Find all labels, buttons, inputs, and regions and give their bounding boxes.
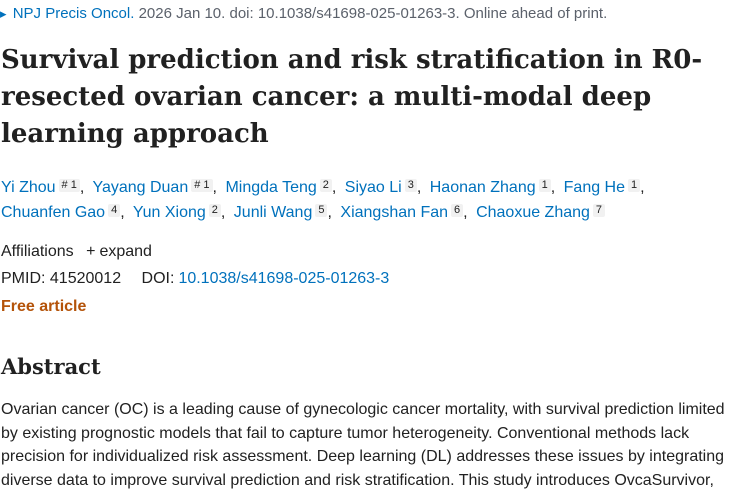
affiliation-ref[interactable]: 5 [315, 204, 328, 217]
author-link[interactable]: Chaoxue Zhang [476, 204, 590, 221]
affiliation-ref[interactable]: 2 [319, 179, 332, 192]
doi-label: DOI: [141, 270, 175, 287]
affiliation-ref[interactable]: 2 [208, 204, 221, 217]
abstract-heading: Abstract [1, 354, 101, 379]
affiliation-ref[interactable]: 1 [628, 179, 641, 192]
author-link[interactable]: Siyao Li [344, 179, 402, 196]
author-link[interactable]: Yun Xiong [132, 204, 206, 221]
affiliation-ref[interactable]: # 1 [58, 179, 80, 192]
abstract-line: by existing prognostic models that fail … [1, 424, 690, 442]
abstract-line: precision for individualized risk assess… [1, 448, 725, 465]
plus-icon: + [86, 243, 96, 260]
citation-line: ▸ NPJ Precis Oncol. 2026 Jan 10. doi: 10… [0, 4, 607, 24]
affiliation-ref[interactable]: 3 [404, 179, 417, 192]
affiliation-ref[interactable]: # 1 [191, 179, 213, 192]
author-line-1: Yi Zhou # 1, Yayang Duan # 1, Mingda Teng 2… [1, 179, 645, 196]
abstract-body: Ovarian cancer (OC) is a leading cause o… [1, 398, 750, 492]
affiliation-ref[interactable]: 6 [451, 204, 464, 217]
title-line-2: resected ovarian cancer: a multi-modal d… [1, 82, 652, 112]
author-line-2: Chuanfen Gao 4, Yun Xiong 2, Junli Wang 5, … [1, 200, 746, 225]
journal-link[interactable]: NPJ Precis Oncol. [12, 5, 135, 22]
author-list: Yi Zhou # 1, Yayang Duan # 1, Mingda Teng 2… [1, 175, 746, 225]
author-link[interactable]: Haonan Zhang [429, 179, 536, 196]
expand-label: expand [99, 243, 152, 260]
title-line-3: learning approach [1, 119, 269, 149]
author-link[interactable]: Mingda Teng [225, 179, 317, 196]
abstract-line: diverse data to improve survival predict… [1, 471, 714, 489]
author-link[interactable]: Xiangshan Fan [340, 204, 449, 221]
author-link[interactable]: Junli Wang [233, 204, 313, 221]
citation-details: 2026 Jan 10. doi: 10.1038/s41698-025-012… [138, 5, 608, 22]
caret-right-icon: ▸ [0, 6, 7, 21]
pmid-label: PMID: [1, 270, 46, 287]
doi-link[interactable]: 10.1038/s41698-025-01263-3 [178, 270, 390, 287]
author-link[interactable]: Fang He [563, 179, 626, 196]
affiliations-row: Affiliations + expand [1, 241, 152, 263]
affiliation-ref[interactable]: 1 [538, 179, 551, 192]
identifiers-row: PMID: 41520012 DOI: 10.1038/s41698-025-01… [1, 268, 389, 290]
author-link[interactable]: Yi Zhou [1, 179, 56, 196]
title-line-1: Survival prediction and risk stratificat… [1, 45, 703, 75]
author-link[interactable]: Chuanfen Gao [1, 204, 106, 221]
article-title: Survival prediction and risk stratificat… [1, 42, 721, 153]
affiliation-ref[interactable]: 7 [592, 204, 606, 217]
affiliation-ref[interactable]: 4 [108, 204, 121, 217]
pmid-value: 41520012 [49, 270, 122, 287]
author-link[interactable]: Yayang Duan [92, 179, 189, 196]
abstract-line: Ovarian cancer (OC) is a leading cause o… [1, 401, 725, 418]
affiliations-expand-button[interactable]: + expand [86, 243, 152, 260]
free-article-link[interactable]: Free article [1, 298, 87, 315]
affiliations-label: Affiliations [1, 243, 74, 260]
